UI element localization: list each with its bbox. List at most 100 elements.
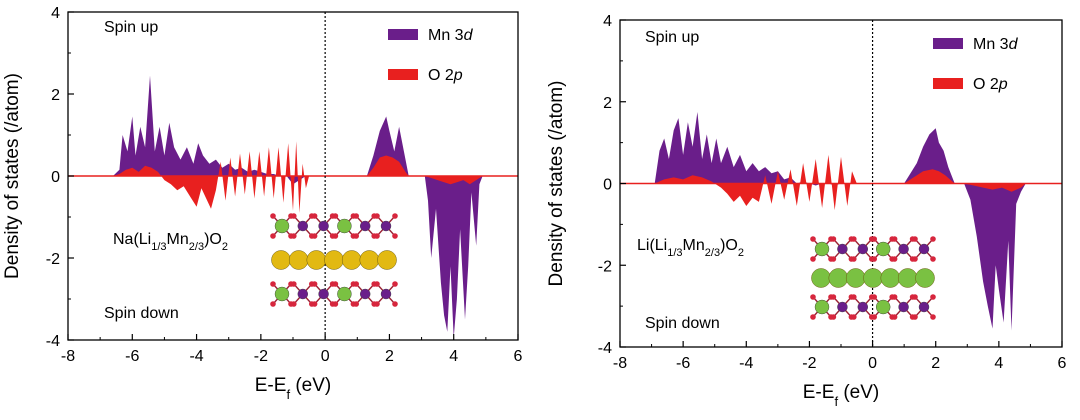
oxygen-atom (291, 213, 297, 219)
oxygen-atom (871, 236, 877, 242)
oxygen-atom (891, 256, 898, 262)
oxygen-atom (291, 233, 297, 239)
oxygen-atom (810, 314, 816, 320)
x-tick-label: -8 (61, 348, 75, 365)
y-tick-label: 4 (603, 13, 612, 30)
interlayer-atom (880, 268, 901, 288)
oxygen-atom (374, 281, 380, 287)
oxygen-atom (353, 301, 360, 307)
oxygen-atom (291, 281, 297, 287)
panel-na-li-mn-o2: -8 -6 -4 -2 0 2 4 6 -4 -2 0 2 4 E-Ef (eV) Density of s… (2, 5, 523, 402)
y-tick-label: 0 (51, 169, 60, 186)
oxygen-atom (810, 294, 816, 300)
oxygen-atom (311, 301, 318, 307)
lithium-atom (876, 241, 891, 257)
oxygen-atom (830, 256, 837, 262)
series-area-mn-3d (654, 112, 1026, 331)
y-axis-title: Density of states (/atom) (2, 73, 23, 279)
x-tick-label: -4 (739, 355, 753, 372)
manganese-atom (857, 301, 868, 313)
interlayer-atom (359, 250, 380, 270)
legend-label: O 2p (428, 67, 463, 84)
oxygen-atom (353, 233, 360, 239)
oxygen-atom (311, 281, 318, 287)
x-tick-label: -2 (254, 348, 268, 365)
interlayer-atom (306, 250, 327, 270)
oxygen-atom (851, 314, 857, 320)
oxygen-atom (270, 301, 276, 307)
oxygen-atom (332, 233, 339, 239)
interlayer-atom (341, 250, 362, 270)
interlayer-atom (845, 268, 866, 288)
y-tick-label: 4 (51, 5, 60, 22)
x-tick-label: 6 (514, 348, 523, 365)
oxygen-atom (871, 314, 877, 320)
lithium-atom (274, 286, 290, 302)
legend-swatch (933, 38, 963, 49)
x-tick-label: 2 (931, 355, 940, 372)
oxygen-atom (270, 213, 276, 219)
x-tick-label: 2 (385, 348, 394, 365)
oxygen-atom (912, 256, 918, 262)
interlayer-atom (377, 250, 397, 270)
y-axis-title: Density of states (/atom) (546, 81, 567, 287)
series-area-o-2p (113, 141, 483, 213)
crystal-structure-illustration (810, 236, 936, 320)
interlayer-atom (324, 250, 344, 270)
spin-down-annotation: Spin down (645, 315, 720, 332)
x-tick-label: 0 (321, 348, 330, 365)
x-tick-label: -6 (676, 355, 690, 372)
manganese-atom (297, 220, 308, 232)
legend-label: Mn 3d (428, 27, 474, 44)
manganese-atom (318, 288, 329, 300)
oxygen-atom (311, 233, 318, 239)
oxygen-atom (374, 233, 380, 239)
legend-swatch (933, 78, 963, 89)
y-tick-label: -2 (46, 251, 60, 268)
oxygen-atom (392, 213, 398, 219)
x-tick-label: 4 (994, 355, 1003, 372)
x-axis-title: E-Ef (eV) (803, 382, 880, 409)
oxygen-atom (851, 294, 857, 300)
manganese-atom (360, 220, 371, 232)
oxygen-atom (353, 213, 360, 219)
y-tick-label: -4 (598, 340, 612, 357)
x-tick-label: -6 (125, 348, 139, 365)
oxygen-atom (270, 281, 276, 287)
structure-formula: Na(Li1/3Mn2/3)O2 (113, 231, 228, 253)
oxygen-atom (353, 281, 360, 287)
oxygen-atom (810, 256, 816, 262)
spin-up-annotation: Spin up (645, 29, 699, 46)
oxygen-atom (930, 236, 936, 242)
y-tick-label: 2 (51, 87, 60, 104)
oxygen-atom (851, 236, 857, 242)
oxygen-atom (270, 233, 276, 239)
interlayer-atom (828, 268, 849, 288)
oxygen-atom (930, 256, 936, 262)
oxygen-atom (851, 256, 857, 262)
oxygen-atom (830, 314, 837, 320)
oxygen-atom (392, 281, 398, 287)
manganese-atom (837, 301, 848, 313)
crystal-structure-illustration (270, 213, 398, 307)
y-tick-label: 2 (603, 95, 612, 112)
manganese-atom (360, 288, 371, 300)
manganese-atom (297, 288, 308, 300)
interlayer-atom (897, 268, 918, 288)
oxygen-atom (891, 236, 898, 242)
oxygen-atom (392, 301, 398, 307)
oxygen-atom (912, 314, 918, 320)
oxygen-atom (891, 294, 898, 300)
manganese-atom (318, 220, 329, 232)
interlayer-atom (271, 250, 291, 270)
oxygen-atom (930, 314, 936, 320)
legend-label: Mn 3d (973, 36, 1019, 53)
manganese-atom (898, 243, 909, 255)
series-area-o-2p (654, 154, 1026, 211)
manganese-atom (918, 243, 930, 255)
legend-label: O 2p (973, 76, 1008, 93)
panel-li-li-mn-o2: -8 -6 -4 -2 0 2 4 6 -4 -2 0 2 4 E-Ef (eV) Density of s… (546, 13, 1067, 409)
oxygen-atom (374, 301, 380, 307)
lithium-atom (814, 241, 830, 257)
